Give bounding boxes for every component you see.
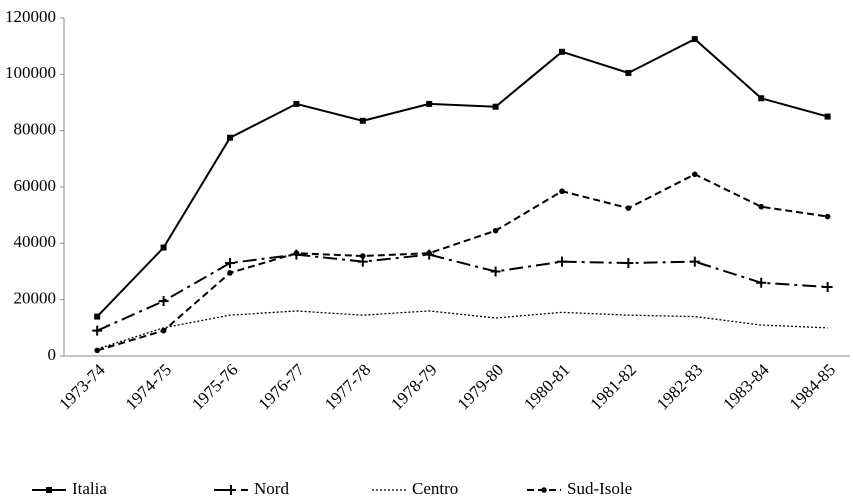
point	[758, 203, 764, 210]
x-tick-label: 1974-75	[122, 360, 176, 414]
x-tick-label: 1975-76	[188, 360, 242, 414]
x-tick-label: 1979-80	[454, 360, 508, 414]
point	[426, 250, 433, 256]
y-tick-label: 0	[48, 345, 57, 364]
point	[492, 227, 499, 234]
point	[623, 258, 634, 269]
point	[158, 296, 169, 307]
x-tick-label: 1981-82	[586, 360, 640, 414]
x-tick-label: 1983-84	[719, 360, 773, 414]
y-tick-label: 80000	[14, 120, 57, 139]
x-tick-label: 1978-79	[387, 360, 441, 414]
point	[293, 100, 300, 107]
point	[625, 205, 632, 211]
point	[692, 171, 698, 178]
point	[559, 188, 565, 195]
x-tick-label: 1980-81	[520, 360, 574, 414]
y-tick-label: 20000	[14, 289, 57, 308]
y-tick-label: 60000	[14, 176, 57, 195]
point	[94, 313, 101, 320]
x-tick-label: 1977-78	[321, 360, 375, 414]
point	[756, 277, 767, 288]
point	[160, 244, 167, 251]
point	[557, 256, 567, 267]
point	[824, 113, 831, 120]
legend-label: Sud-Isole	[567, 479, 632, 498]
point	[691, 36, 698, 43]
point	[490, 266, 501, 277]
point	[94, 347, 100, 354]
point	[359, 117, 366, 124]
point	[492, 103, 499, 110]
point	[227, 270, 233, 276]
point	[227, 134, 233, 141]
legend-marker	[226, 485, 236, 495]
y-tick-label: 100000	[5, 63, 56, 82]
point	[822, 281, 833, 292]
y-tick-label: 40000	[14, 232, 57, 251]
legend-label: Italia	[72, 479, 107, 498]
legend-marker	[541, 487, 547, 493]
point	[625, 69, 632, 76]
y-tick-label: 120000	[5, 7, 56, 26]
legend-marker	[46, 487, 52, 493]
point	[92, 325, 103, 336]
point	[758, 95, 765, 102]
series-line	[97, 310, 828, 350]
series-line	[96, 253, 828, 332]
x-tick-label: 1976-77	[254, 360, 308, 414]
x-tick-label: 1982-83	[653, 360, 707, 414]
point	[160, 327, 167, 334]
legend-label: Centro	[412, 479, 458, 498]
point	[426, 100, 433, 107]
point	[293, 250, 300, 256]
point	[824, 213, 831, 220]
point	[360, 253, 366, 259]
point	[559, 48, 565, 55]
x-tick-label: 1984-85	[786, 360, 840, 414]
point	[225, 258, 235, 269]
x-tick-label: 1973-74	[55, 360, 109, 414]
legend-label: Nord	[254, 479, 289, 498]
point	[689, 256, 700, 267]
series-line	[96, 37, 828, 318]
series-line	[96, 173, 828, 352]
